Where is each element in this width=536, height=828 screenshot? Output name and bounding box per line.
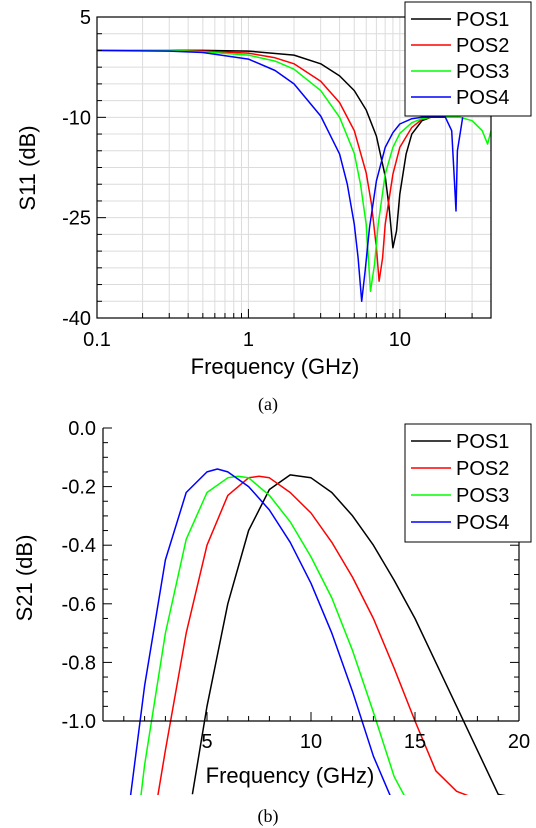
s21-y-tick-label: 0.0 bbox=[68, 418, 96, 440]
s21-legend-label: POS2 bbox=[456, 458, 509, 480]
s11-legend-label: POS1 bbox=[456, 9, 509, 31]
s21-y-axis-label: S21 (dB) bbox=[12, 535, 37, 622]
s11-y-tick-label: -40 bbox=[62, 308, 91, 330]
s11-series-pos3 bbox=[97, 49, 491, 292]
s21-legend: POS1 POS2 POS3 POS4 bbox=[404, 423, 532, 543]
s11-series-pos4 bbox=[97, 49, 464, 303]
s21-series-pos4 bbox=[129, 468, 391, 795]
s21-legend-label: POS4 bbox=[456, 512, 509, 534]
s21-y-tick-label: -0.8 bbox=[62, 652, 96, 674]
s21-x-tick-label: 15 bbox=[404, 731, 426, 753]
s21-x-tick-label: 10 bbox=[300, 731, 322, 753]
s11-chart: 0.1 1 10 5 -10 -25 -40 S11 (dB) Frequency (GHz… bbox=[15, 1, 532, 415]
s11-x-tick-label: 1 bbox=[243, 329, 254, 351]
s21-series bbox=[129, 468, 507, 795]
s21-y-tick-label: -0.6 bbox=[62, 594, 96, 616]
s11-series bbox=[97, 49, 491, 303]
s21-series-pos3 bbox=[140, 475, 405, 795]
s21-legend-label: POS3 bbox=[456, 485, 509, 507]
s21-legend-label: POS1 bbox=[456, 431, 509, 453]
s11-y-axis-label: S11 (dB) bbox=[15, 125, 40, 210]
s11-x-tick-label: 10 bbox=[389, 329, 411, 351]
s11-x-axis-label: Frequency (GHz) bbox=[191, 354, 360, 379]
s21-x-tick-label: 5 bbox=[201, 731, 212, 753]
s11-y-tick-label: 5 bbox=[80, 7, 91, 29]
s11-ticks: 0.1 1 10 5 -10 -25 -40 bbox=[62, 7, 492, 351]
s11-legend-label: POS3 bbox=[456, 61, 509, 83]
s21-chart: 5 10 15 200.0-0.2-0.4-0.6-0.8-1.0 S21 (dB) … bbox=[12, 418, 532, 827]
s11-y-tick-label: -10 bbox=[62, 107, 91, 129]
s21-y-tick-label: -1.0 bbox=[62, 711, 96, 733]
s11-legend-label: POS2 bbox=[456, 35, 509, 57]
s11-legend: POS1 POS2 POS3 POS4 bbox=[404, 1, 532, 117]
s11-legend-label: POS4 bbox=[456, 87, 509, 109]
s11-x-tick-label: 0.1 bbox=[83, 329, 111, 351]
s21-ticks: 5 10 15 20 0.0 -0.2 -0.4 -0.6 -0.8 -1.0 bbox=[62, 418, 531, 753]
s21-y-tick-label: -0.2 bbox=[62, 477, 96, 499]
s21-y-tick-label: -0.4 bbox=[62, 535, 96, 557]
s21-series-pos2 bbox=[157, 475, 469, 795]
s21-x-axis-label: Frequency (GHz) bbox=[206, 763, 375, 788]
s11-series-pos2 bbox=[97, 49, 431, 282]
s21-x-tick-label: 20 bbox=[508, 731, 530, 753]
caption-b: (b) bbox=[258, 806, 279, 827]
caption-a: (a) bbox=[258, 394, 278, 415]
s11-y-tick-label: -25 bbox=[62, 208, 91, 230]
